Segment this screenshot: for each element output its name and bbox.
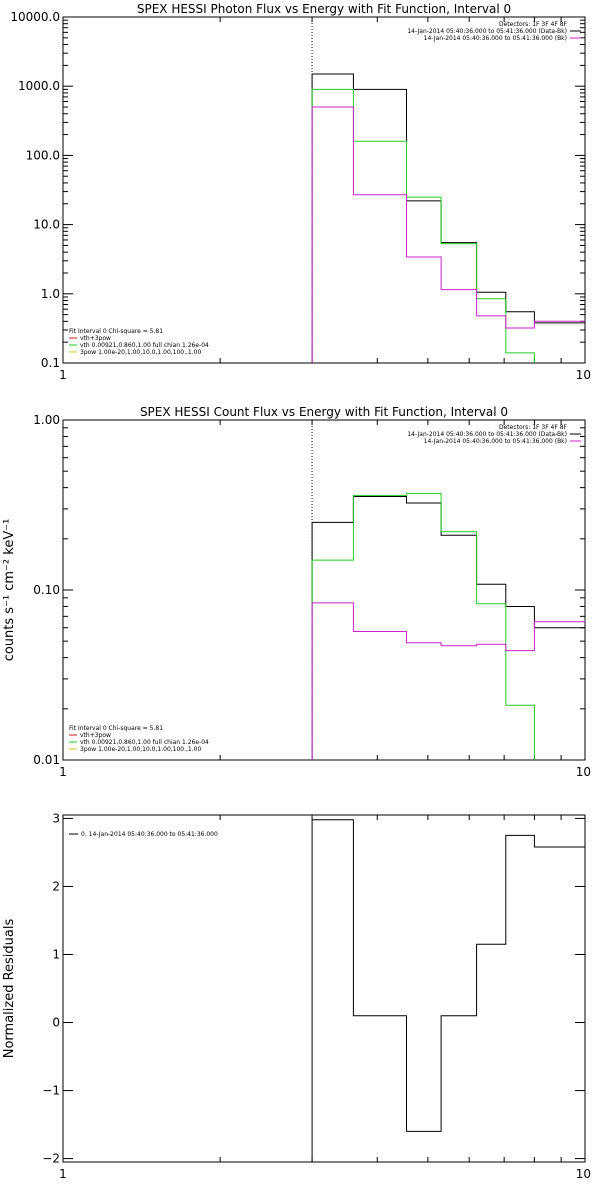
photon-title: SPEX HESSI Photon Flux vs Energy with Fi…: [137, 2, 511, 16]
photon-y-tick-label: 100.0: [26, 148, 60, 162]
photon-legend-entry: 14-Jan-2014 05:40:36.000 to 05:41:36.000…: [424, 35, 567, 42]
resid-legend-entry: 0. 14-Jan-2014 05:40:36.000 to 05:41:36.…: [81, 831, 218, 838]
count-fit-legend-entry: vth+3pow: [80, 732, 111, 739]
count-x-tick-label: 10: [576, 765, 591, 779]
count-fit-legend-entry: vth 0.00921,0.860,1.00 full chian 1.26e-…: [80, 739, 209, 746]
count-chart: SPEX HESSI Count Flux vs Energy with Fit…: [2, 405, 591, 779]
resid-y-axis-label: Normalized Residuals: [2, 919, 17, 1059]
resid-y-tick-label: 0: [52, 1016, 60, 1030]
count-plot-frame: [62, 419, 586, 761]
photon-series-2: [311, 106, 585, 363]
photon-legend-entry: 14-Jan-2014 05:40:36.000 to 05:41:36.000…: [407, 28, 567, 35]
resid-x-tick-label: 1: [59, 1167, 67, 1181]
photon-chart: SPEX HESSI Photon Flux vs Energy with Fi…: [10, 2, 591, 382]
count-y-axis-label: counts s⁻¹ cm⁻² keV⁻¹: [2, 519, 17, 662]
photon-x-tick-label: 10: [576, 368, 591, 382]
resid-y-tick-label: 2: [52, 879, 60, 893]
photon-y-tick-label: 1000.0: [18, 79, 60, 93]
photon-y-tick-label: 0.1: [41, 356, 60, 370]
photon-fit-legend-entry: Fit Interval 0 Chi-square = 5.81: [69, 328, 163, 335]
photon-y-tick-label: 10000.0: [10, 10, 60, 24]
count-legend-entry: 14-Jan-2014 05:40:36.000 to 05:41:36.000…: [424, 438, 567, 445]
count-x-tick-label: 1: [59, 765, 67, 779]
resid-plot-frame: [62, 814, 586, 1163]
resid-y-tick-label: 3: [52, 811, 60, 825]
count-fit-legend-entry: 3pow 1.00e-20,1.00,10.0,1.00,100.,1.00: [80, 746, 201, 753]
count-series-1: [311, 492, 535, 760]
photon-plot-frame: [62, 16, 586, 364]
resid-y-tick-label: −1: [42, 1084, 60, 1098]
photon-y-tick-label: 10.0: [33, 218, 60, 232]
photon-legend-entry: Detectors: 1F 3F 4F 8F: [499, 21, 568, 28]
resid-y-tick-label: −2: [42, 1152, 60, 1166]
resid-y-tick-label: 1: [52, 947, 60, 961]
photon-fit-legend-entry: 3pow 1.00e-20,1.00,10.0,1.00,100.,1.00: [80, 349, 201, 356]
photon-fit-legend-entry: vth+3pow: [80, 335, 111, 342]
count-title: SPEX HESSI Count Flux vs Energy with Fit…: [140, 405, 508, 419]
count-y-tick-label: 0.10: [33, 583, 60, 597]
resid-chart: Normalized Residuals 1 10 −2 −1 0 1 2 3 0. 14-Jan…: [2, 811, 591, 1181]
resid-x-tick-label: 10: [576, 1167, 591, 1181]
photon-series-1: [311, 88, 535, 363]
photon-fit-legend-entry: vth 0.00921,0.860,1.00 full chian 1.26e-…: [80, 342, 209, 349]
photon-x-tick-label: 1: [59, 368, 67, 382]
count-legend-entry: Detectors: 1F 3F 4F 8F: [499, 424, 568, 431]
count-legend-entry: 14-Jan-2014 05:40:36.000 to 05:41:36.000…: [407, 431, 567, 438]
count-fit-legend-entry: Fit Interval 0 Chi-square = 5.81: [69, 725, 163, 732]
resid-series-0: [311, 819, 585, 1162]
count-y-tick-label: 0.01: [33, 753, 60, 767]
photon-y-tick-label: 1.0: [41, 287, 60, 301]
count-series-2: [311, 602, 585, 760]
count-y-tick-label: 1.00: [33, 413, 60, 427]
